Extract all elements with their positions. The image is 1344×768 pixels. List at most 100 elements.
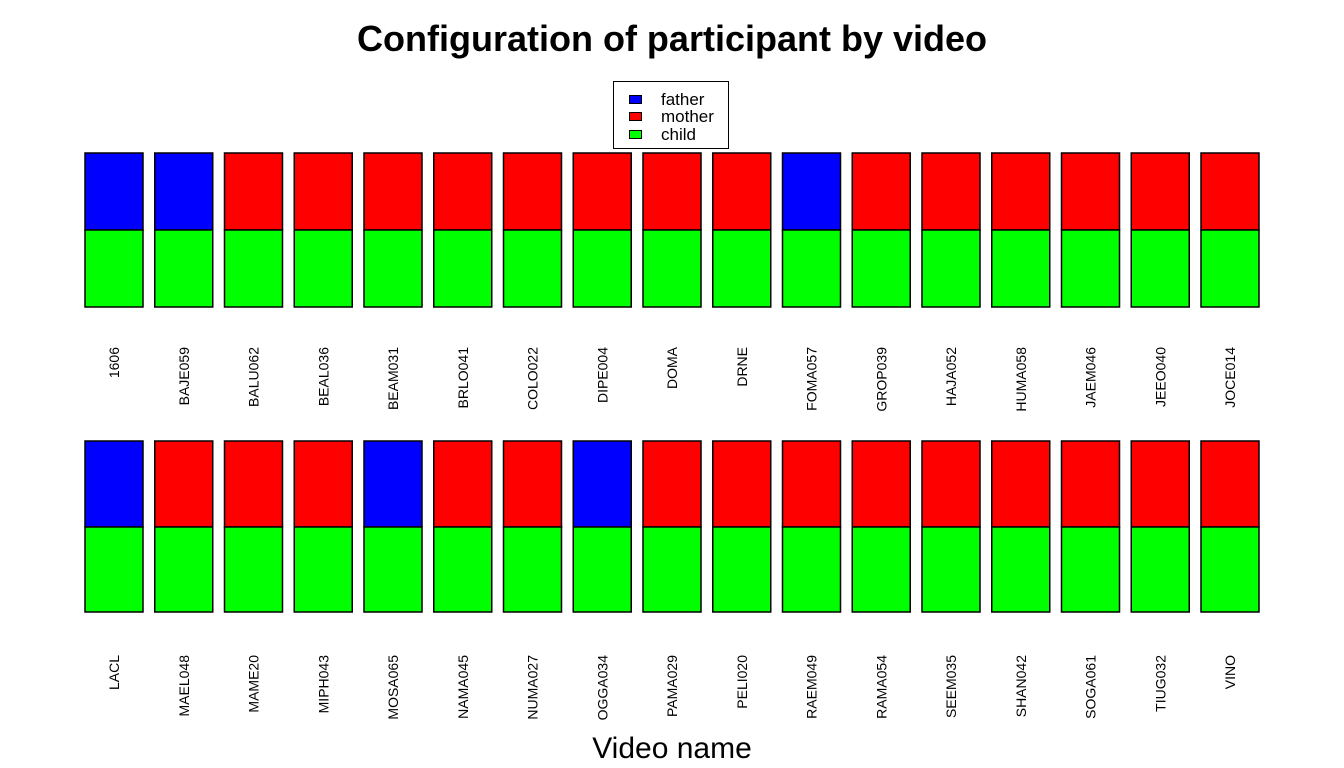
legend: father mother child (613, 81, 729, 149)
bar-segment-mother-balu062 (223, 152, 284, 231)
bar-segment-mother-colo022 (502, 152, 563, 231)
bar-segment-mother-beal036 (293, 152, 353, 231)
bar-segment-child-pama029 (642, 526, 702, 613)
bar-segment-mother-brlo041 (433, 152, 493, 231)
tick-label-doma: DOMA (664, 346, 680, 389)
bar-segment-mother-huma058 (991, 152, 1051, 231)
bar-segment-child-soga061 (1060, 526, 1121, 613)
bar-segment-child-haja052 (921, 229, 981, 308)
tick-label-jeeo040: JEEO040 (1152, 347, 1168, 407)
bar-segment-mother-rama054 (851, 440, 911, 528)
bar-segment-mother-seem035 (921, 440, 981, 528)
tick-label-beal036: BEAL036 (315, 347, 331, 406)
tick-label-seem035: SEEM035 (943, 655, 959, 718)
tick-label-brlo041: BRLO041 (455, 347, 471, 409)
bar-segment-mother-doma (642, 152, 702, 231)
x-axis-label: Video name (592, 732, 752, 765)
bar-segment-mother-haja052 (921, 152, 981, 231)
bar-segment-mother-peli020 (712, 440, 772, 528)
legend-label-mother: mother (661, 107, 714, 126)
bar-segment-child-numa027 (502, 526, 563, 613)
bar-segment-mother-mame20 (223, 440, 284, 528)
tick-label-tiug032: TIUG032 (1152, 655, 1168, 712)
bar-segment-child-mame20 (223, 526, 284, 613)
bar-segment-child-raem049 (781, 526, 842, 613)
chart-title: Configuration of participant by video (357, 18, 987, 59)
bar-segment-father-ogga034 (572, 440, 632, 528)
bar-segment-child-beam031 (363, 229, 423, 308)
bar-segment-mother-nama045 (433, 440, 493, 528)
bar-segment-mother-soga061 (1060, 440, 1121, 528)
tick-label-1606: 1606 (106, 347, 122, 378)
bar-segment-child-brlo041 (433, 229, 493, 308)
bar-segment-child-jaem046 (1060, 229, 1121, 308)
bar-segment-mother-mael048 (154, 440, 214, 528)
bar-segment-child-colo022 (502, 229, 563, 308)
tick-label-ogga034: OGGA034 (594, 655, 610, 721)
tick-label-drne: DRNE (734, 347, 750, 387)
bar-segment-father-baje059 (154, 152, 214, 231)
tick-label-baje059: BAJE059 (176, 347, 192, 406)
tick-label-haja052: HAJA052 (943, 347, 959, 406)
tick-label-peli020: PELI020 (734, 655, 750, 709)
bar-segment-child-shan042 (991, 526, 1051, 613)
legend-item-mother: mother (629, 108, 714, 125)
bar-segment-child-huma058 (991, 229, 1051, 308)
bar-segment-child-tiug032 (1130, 526, 1190, 613)
legend-label-father: father (661, 90, 705, 109)
bar-segment-child-lacl (84, 526, 144, 613)
tick-label-raem049: RAEM049 (804, 655, 820, 719)
bar-segment-child-peli020 (712, 526, 772, 613)
bar-segment-mother-jaem046 (1060, 152, 1121, 231)
bar-segment-mother-beam031 (363, 152, 423, 231)
bar-segment-child-vino (1200, 526, 1260, 613)
legend-item-child: child (629, 126, 696, 143)
tick-label-lacl: LACL (106, 655, 122, 690)
bar-segment-mother-drne (712, 152, 772, 231)
bar-segment-father-foma057 (781, 152, 842, 231)
bar-segment-mother-miph043 (293, 440, 353, 528)
bar-segment-child-foma057 (781, 229, 842, 308)
bar-segment-father-lacl (84, 440, 144, 528)
tick-label-grop039: GROP039 (873, 347, 889, 412)
tick-label-joce014: JOCE014 (1222, 347, 1238, 408)
bar-segment-mother-numa027 (502, 440, 563, 528)
tick-label-beam031: BEAM031 (385, 347, 401, 410)
bar-segment-child-rama054 (851, 526, 911, 613)
tick-label-rama054: RAMA054 (873, 655, 889, 719)
bar-segment-mother-shan042 (991, 440, 1051, 528)
bar-segment-child-baje059 (154, 229, 214, 308)
bar-segment-mother-grop039 (851, 152, 911, 231)
bar-segment-child-mael048 (154, 526, 214, 613)
tick-label-nama045: NAMA045 (455, 655, 471, 719)
bar-segment-mother-vino (1200, 440, 1260, 528)
tick-label-mosa065: MOSA065 (385, 655, 401, 720)
bar-segment-child-drne (712, 229, 772, 308)
bar-segment-mother-joce014 (1200, 152, 1260, 231)
tick-label-vino: VINO (1222, 655, 1238, 689)
legend-item-father: father (629, 91, 704, 108)
tick-label-balu062: BALU062 (246, 347, 262, 407)
legend-swatch-mother (629, 112, 642, 121)
bar-segment-child-beal036 (293, 229, 353, 308)
bar-segment-mother-raem049 (781, 440, 842, 528)
bar-segment-child-joce014 (1200, 229, 1260, 308)
bar-segment-child-1606 (84, 229, 144, 308)
bar-segment-child-jeeo040 (1130, 229, 1190, 308)
bar-segment-mother-dipe004 (572, 152, 632, 231)
tick-label-foma057: FOMA057 (804, 347, 820, 411)
bar-segment-child-seem035 (921, 526, 981, 613)
bar-segment-father-mosa065 (363, 440, 423, 528)
tick-label-dipe004: DIPE004 (594, 347, 610, 403)
tick-label-mael048: MAEL048 (176, 655, 192, 717)
bar-segment-mother-jeeo040 (1130, 152, 1190, 231)
tick-label-mame20: MAME20 (246, 655, 262, 713)
bar-segment-child-balu062 (223, 229, 284, 308)
legend-label-child: child (661, 125, 696, 144)
tick-label-numa027: NUMA027 (525, 655, 541, 720)
tick-label-huma058: HUMA058 (1013, 347, 1029, 412)
bar-segment-child-doma (642, 229, 702, 308)
bar-segment-child-mosa065 (363, 526, 423, 613)
legend-swatch-father (629, 95, 642, 104)
